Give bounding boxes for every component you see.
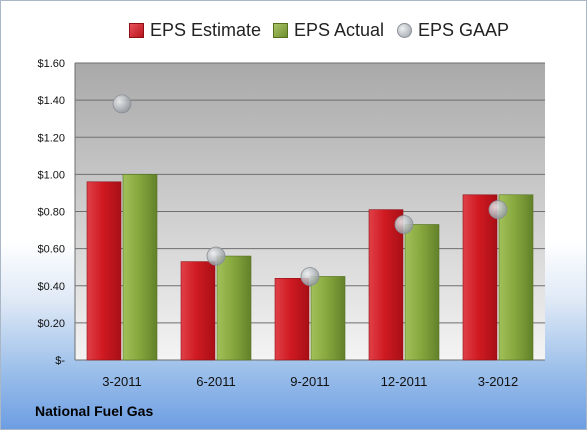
y-tick-label: $1.60 [37, 58, 65, 70]
eps-estimate-bar [368, 209, 404, 361]
bars [86, 174, 534, 361]
x-tick-label: 6-2011 [196, 374, 236, 389]
y-tick-label: $0.60 [37, 244, 65, 256]
eps-actual-bar [310, 276, 346, 361]
y-axis-ticks: $- $0.20 $0.40 $0.60 $0.80 $1.00 $1.20 $1.40 $1.… [37, 58, 65, 367]
company-name: National Fuel Gas [35, 403, 154, 419]
legend-label-eps-gaap: EPS GAAP [418, 19, 510, 40]
x-tick-label: 12-2011 [381, 374, 428, 389]
y-tick-label: $0.20 [37, 318, 65, 330]
legend-swatch-eps-estimate [129, 22, 144, 38]
eps-gaap-marker [488, 200, 508, 220]
y-tick-label: $- [55, 355, 65, 367]
eps-estimate-bar [274, 278, 310, 361]
legend-item-eps-gaap: EPS GAAP [397, 17, 509, 43]
legend-item-eps-actual: EPS Actual [273, 17, 384, 43]
y-tick-label: $1.00 [37, 169, 65, 181]
legend-swatch-eps-actual [273, 22, 288, 38]
y-tick-label: $1.20 [37, 132, 65, 144]
eps-estimate-bar [462, 194, 498, 361]
eps-gaap-marker [394, 215, 414, 234]
eps-gaap-marker [206, 246, 226, 266]
legend-label-eps-actual: EPS Actual [294, 19, 385, 40]
eps-estimate-bar [180, 261, 216, 361]
legend: EPS Estimate EPS Actual EPS GAAP [1, 17, 586, 43]
eps-gaap-marker [300, 267, 320, 286]
eps-chart: $- $0.20 $0.40 $0.60 $0.80 $1.00 $1.20 $1.40 $1.… [37, 58, 545, 389]
eps-actual-bar [216, 255, 252, 361]
eps-estimate-bar [86, 181, 122, 361]
y-tick-label: $0.40 [37, 281, 65, 293]
eps-actual-bar [498, 194, 534, 361]
eps-actual-bar [122, 174, 158, 361]
x-tick-label: 3-2011 [102, 374, 142, 389]
legend-label-eps-estimate: EPS Estimate [150, 19, 262, 40]
legend-swatch-eps-gaap [397, 22, 412, 38]
x-axis-ticks: 3-2011 6-2011 9-2011 12-2011 3-2012 [102, 374, 518, 389]
x-tick-label: 3-2012 [478, 374, 518, 389]
gaap-markers [112, 94, 508, 286]
eps-gaap-marker [112, 94, 132, 114]
x-tick-label: 9-2011 [290, 374, 330, 389]
y-tick-label: $1.40 [37, 95, 65, 107]
y-tick-label: $0.80 [37, 207, 65, 219]
eps-actual-bar [404, 224, 440, 361]
legend-item-eps-estimate: EPS Estimate [129, 17, 261, 43]
